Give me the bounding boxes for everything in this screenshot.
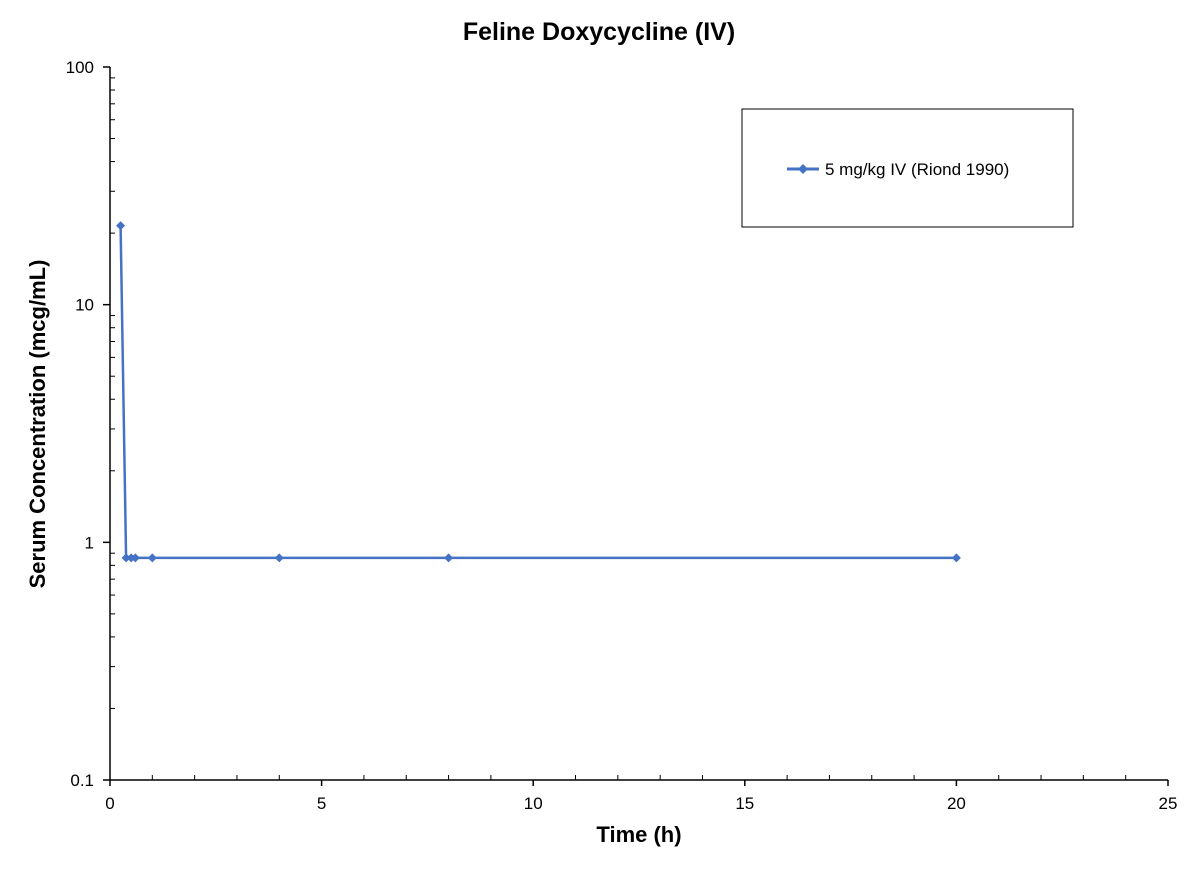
x-tick-label: 20 bbox=[947, 794, 966, 813]
x-tick-label: 0 bbox=[105, 794, 114, 813]
x-tick-label: 15 bbox=[735, 794, 754, 813]
y-tick-label: 1 bbox=[85, 533, 94, 552]
data-point-marker bbox=[116, 221, 126, 231]
data-point-marker bbox=[130, 553, 140, 563]
data-point-marker bbox=[444, 553, 454, 563]
legend-entry-label: 5 mg/kg IV (Riond 1990) bbox=[825, 160, 1009, 179]
y-tick-label: 100 bbox=[66, 58, 94, 77]
x-tick-label: 25 bbox=[1159, 794, 1178, 813]
x-tick-label: 5 bbox=[317, 794, 326, 813]
data-point-marker bbox=[951, 553, 961, 563]
axes bbox=[109, 67, 1168, 781]
x-axis-label: Time (h) bbox=[596, 822, 681, 847]
y-tick-label: 0.1 bbox=[70, 771, 94, 790]
x-tick-label: 10 bbox=[524, 794, 543, 813]
chart-title: Feline Doxycycline (IV) bbox=[463, 18, 735, 46]
y-tick-label: 10 bbox=[75, 296, 94, 315]
data-point-marker bbox=[274, 553, 284, 563]
legend: 5 mg/kg IV (Riond 1990) bbox=[741, 108, 1074, 228]
series-line bbox=[119, 225, 957, 560]
series-layer bbox=[116, 221, 961, 563]
data-point-marker bbox=[147, 553, 157, 563]
ticks: 0 5 10 15 20 25 0.1 1 10 100 bbox=[66, 58, 1178, 813]
y-axis-label: Serum Concentration (mcg/mL) bbox=[25, 260, 50, 589]
legend-marker-swatch bbox=[798, 164, 808, 174]
data-point-marker bbox=[121, 553, 131, 563]
